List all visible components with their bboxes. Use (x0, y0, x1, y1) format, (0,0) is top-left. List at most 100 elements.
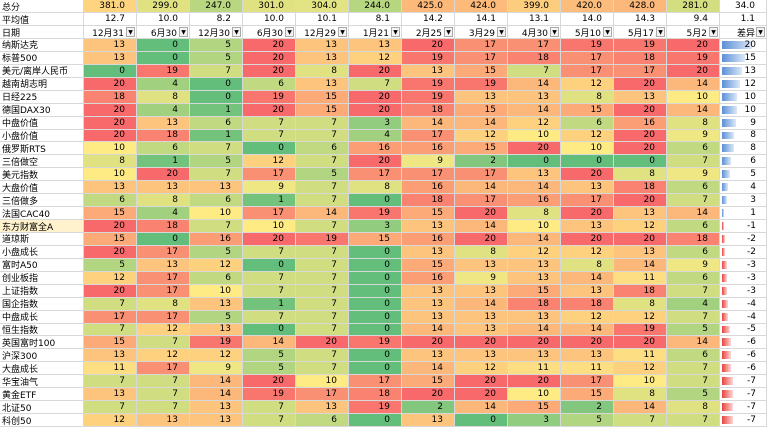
heat-cell: 1 (137, 155, 190, 169)
heat-cell: 10 (243, 220, 296, 233)
heat-cell: 13 (455, 310, 508, 324)
heat-cell: 17 (402, 168, 455, 182)
heat-cell: 8 (667, 401, 720, 415)
diff-value: 1 (750, 208, 756, 219)
heat-cell: 14 (667, 77, 720, 91)
heat-cell: 14 (508, 77, 561, 91)
data-bar (722, 157, 731, 166)
row-label: 俄罗斯RTS (0, 142, 84, 156)
average-cell: 14.2 (402, 13, 455, 26)
heat-cell: 0 (243, 323, 296, 337)
heat-cell: 5 (190, 245, 243, 259)
filter-button[interactable]: ▼ (179, 27, 188, 37)
heat-cell: 7 (243, 310, 296, 324)
total-cell: 425.0 (402, 0, 455, 13)
heat-cell: 7 (296, 129, 349, 143)
heat-cell: 0 (349, 414, 402, 427)
heat-cell: 15 (455, 142, 508, 156)
heat-cell: 20 (614, 194, 667, 208)
heat-cell: 7 (667, 375, 720, 389)
diff-value: 4 (750, 182, 756, 193)
heat-cell: 6 (667, 220, 720, 233)
heat-cell: 19 (349, 207, 402, 221)
heat-cell: 20 (349, 155, 402, 169)
diff-cell: -3 (720, 271, 767, 285)
heat-cell: 0 (349, 310, 402, 324)
heat-cell: 15 (84, 336, 137, 350)
heat-cell: 20 (455, 336, 508, 350)
diff-value: -3 (747, 272, 756, 283)
filter-button[interactable]: ▼ (391, 27, 400, 37)
heat-cell: 15 (84, 207, 137, 221)
diff-cell: -4 (720, 297, 767, 311)
heat-cell: 7 (296, 310, 349, 324)
filter-button[interactable]: ▼ (232, 27, 241, 37)
heat-cell: 17 (455, 39, 508, 52)
heat-cell: 13 (614, 90, 667, 104)
filter-button[interactable]: ▼ (756, 27, 765, 37)
filter-button[interactable]: ▼ (497, 27, 506, 37)
heat-cell: 19 (667, 51, 720, 65)
filter-button[interactable]: ▼ (285, 27, 294, 37)
average-cell: 1.1 (720, 13, 767, 26)
filter-button[interactable]: ▼ (550, 27, 559, 37)
heat-cell: 12 (137, 349, 190, 363)
data-bar (722, 416, 733, 424)
heat-cell: 0 (190, 77, 243, 91)
heat-cell: 7 (243, 245, 296, 259)
heat-cell: 15 (84, 233, 137, 246)
row-label: 华宝油气 (0, 375, 84, 389)
total-cell: 299.0 (137, 0, 190, 13)
heat-cell: 7 (296, 297, 349, 311)
row-label: 英国富时100 (0, 336, 84, 350)
heat-cell: 6 (243, 77, 296, 91)
heat-cell: 13 (614, 207, 667, 221)
row-label: 大盘价值 (0, 181, 84, 195)
heat-cell: 5 (190, 155, 243, 169)
heat-cell: 13 (84, 39, 137, 52)
heat-cell: 11 (614, 349, 667, 363)
filter-button[interactable]: ▼ (656, 27, 665, 37)
heat-cell: 18 (402, 194, 455, 208)
heat-cell: 15 (296, 90, 349, 104)
heat-cell: 0 (349, 245, 402, 259)
filter-button[interactable]: ▼ (709, 27, 718, 37)
diff-value: 8 (750, 130, 756, 141)
heat-cell: 18 (508, 51, 561, 65)
heat-cell: 7 (296, 284, 349, 298)
heat-cell: 20 (243, 39, 296, 52)
heat-cell: 20 (508, 142, 561, 156)
heat-cell: 7 (84, 323, 137, 337)
filter-button[interactable]: ▼ (126, 27, 135, 37)
heat-cell: 15 (455, 103, 508, 117)
filter-button[interactable]: ▼ (444, 27, 453, 37)
diff-value: -5 (747, 324, 756, 335)
heat-cell: 13 (84, 181, 137, 195)
heat-cell: 20 (243, 51, 296, 65)
diff-value: -2 (747, 233, 756, 244)
heat-cell: 20 (243, 103, 296, 117)
heat-cell: 7 (349, 77, 402, 91)
heat-cell: 7 (296, 220, 349, 233)
diff-value: -2 (747, 246, 756, 257)
filter-button[interactable]: ▼ (603, 27, 612, 37)
heat-cell: 20 (402, 336, 455, 350)
heat-cell: 17 (349, 168, 402, 182)
diff-cell: -2 (720, 233, 767, 246)
heat-cell: 9 (402, 155, 455, 169)
filter-button[interactable]: ▼ (338, 27, 347, 37)
heat-cell: 17 (561, 64, 614, 78)
data-bar (722, 105, 737, 114)
heat-cell: 14 (455, 220, 508, 233)
heat-cell: 6 (667, 271, 720, 285)
heat-cell: 6 (667, 181, 720, 195)
heat-cell: 18 (137, 220, 190, 233)
diff-cell: -7 (720, 401, 767, 415)
heat-cell: 17 (402, 129, 455, 143)
heat-cell: 0 (349, 323, 402, 337)
heat-cell: 0 (349, 258, 402, 272)
date-header: 6月30 ▼ (137, 26, 190, 39)
heat-cell: 17 (349, 375, 402, 389)
data-bar (722, 222, 724, 230)
heat-cell: 19 (349, 401, 402, 415)
